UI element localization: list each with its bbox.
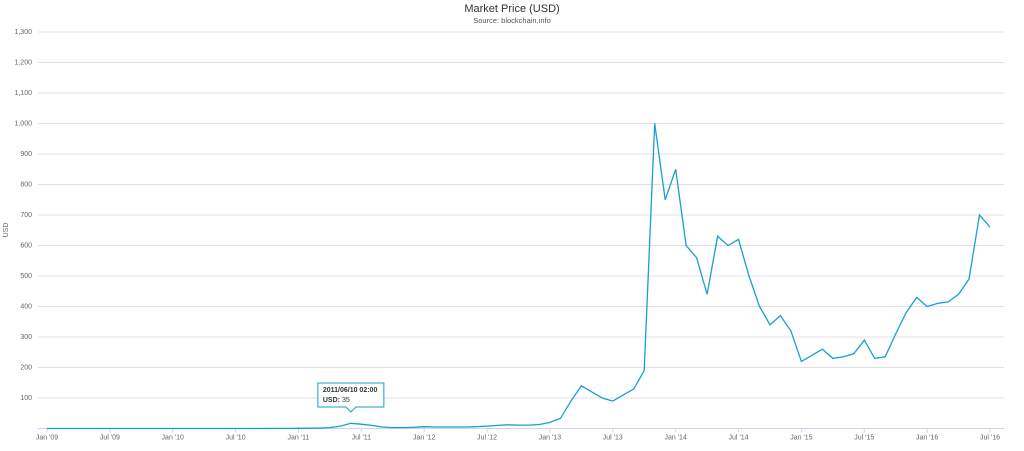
- x-tick-label: Jan '12: [413, 434, 435, 441]
- chart-subtitle: Source: blockchain.info: [473, 16, 551, 25]
- y-tick-label: 1,100: [14, 90, 32, 97]
- x-tick-label: Jul '13: [603, 434, 623, 441]
- x-tick-label: Jul '09: [100, 434, 120, 441]
- x-tick-label: Jan '15: [790, 434, 812, 441]
- x-tick-label: Jan '16: [916, 434, 938, 441]
- y-tick-label: 1,300: [14, 29, 32, 36]
- x-tick-label: Jul '15: [854, 434, 874, 441]
- chart-title: Market Price (USD): [464, 3, 559, 15]
- y-tick-label: 800: [20, 181, 32, 188]
- tooltip-title: 2011/06/10 02:00: [323, 387, 378, 394]
- y-tick-label: 500: [20, 273, 32, 280]
- price-line: [47, 123, 991, 430]
- y-tick-label: 900: [20, 151, 32, 158]
- y-tick-label: 1,000: [14, 120, 32, 127]
- x-tick-label: Jul '12: [477, 434, 497, 441]
- y-tick-label: 400: [20, 303, 32, 310]
- y-axis-title: USD: [3, 223, 10, 238]
- x-tick-label: Jan '10: [162, 434, 184, 441]
- x-tick-label: Jul '11: [352, 434, 372, 441]
- y-tick-label: 200: [20, 364, 32, 371]
- x-tick-label: Jan '14: [664, 434, 686, 441]
- x-tick-label: Jul '16: [980, 434, 1000, 441]
- y-tick-label: 700: [20, 212, 32, 219]
- tooltip-box: [317, 382, 385, 413]
- tooltip-value: 35: [342, 397, 350, 404]
- x-tick-label: Jan '11: [288, 434, 310, 441]
- x-tick-label: Jul '10: [226, 434, 246, 441]
- x-tick-label: Jul '14: [729, 434, 749, 441]
- y-tick-label: 100: [20, 395, 32, 402]
- y-tick-label: 300: [20, 334, 32, 341]
- tooltip-label: USD:: [323, 397, 340, 404]
- y-tick-label: 600: [20, 242, 32, 249]
- y-tick-label: 1,200: [14, 59, 32, 66]
- tooltip: 2011/06/10 02:00 USD: 35: [317, 382, 385, 413]
- x-tick-label: Jan '13: [539, 434, 561, 441]
- x-tick-label: Jan '09: [36, 434, 58, 441]
